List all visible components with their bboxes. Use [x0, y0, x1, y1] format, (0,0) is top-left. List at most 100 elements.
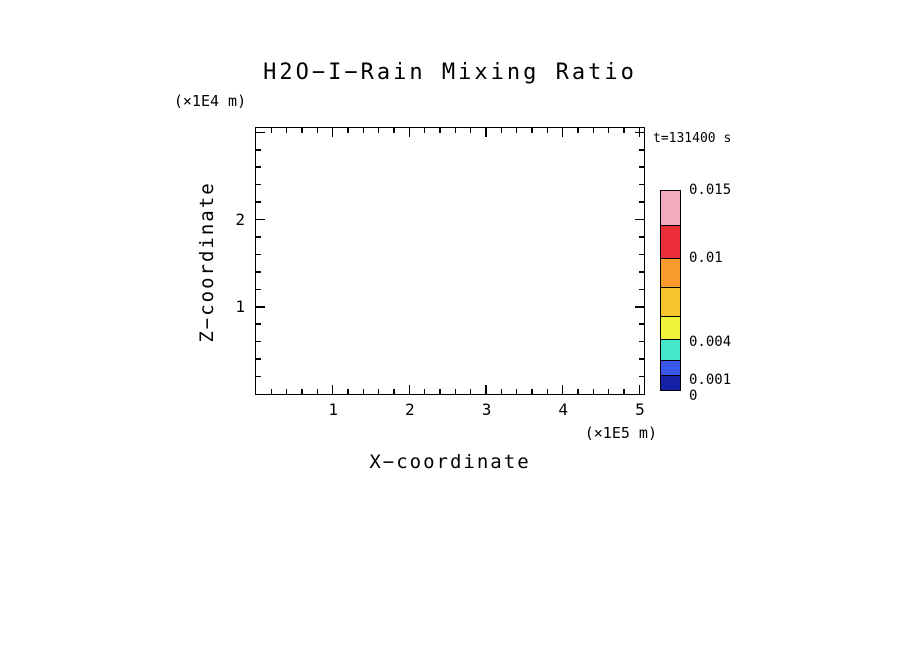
tick-mark — [316, 389, 319, 394]
tick-mark — [256, 131, 265, 134]
tick-mark — [256, 218, 265, 221]
colorbar-tick-label: 0.015 — [689, 182, 732, 198]
tick-mark — [270, 389, 273, 394]
tick-mark — [531, 128, 533, 133]
y-axis-label: Z−coordinate — [196, 181, 218, 343]
colorbar-tick-label: 0.01 — [689, 250, 723, 266]
tick-mark — [377, 389, 380, 394]
tick-mark — [256, 340, 261, 343]
x-axis-label: X−coordinate — [369, 451, 531, 473]
colorbar-tick-label: 0.004 — [689, 334, 732, 350]
tick-mark — [256, 201, 261, 203]
tick-mark — [623, 389, 625, 394]
tick-mark — [531, 389, 533, 394]
colorbar-segment — [661, 316, 680, 339]
tick-mark — [423, 128, 426, 133]
tick-mark — [285, 128, 288, 133]
colorbar-segment — [661, 339, 680, 360]
tick-mark — [331, 128, 334, 137]
tick-mark — [256, 236, 261, 238]
tick-mark — [256, 149, 261, 151]
tick-mark — [393, 389, 395, 394]
y-axis-unit-label: (×1E4 m) — [173, 92, 247, 110]
tick-mark — [485, 128, 487, 137]
tick-mark — [639, 323, 644, 325]
tick-mark — [639, 236, 644, 238]
y-tick-label: 2 — [235, 210, 245, 230]
colorbar-tick-label: 0.001 — [689, 372, 732, 388]
tick-mark — [285, 389, 288, 394]
tick-mark — [256, 375, 261, 378]
tick-mark — [639, 183, 644, 186]
tick-mark — [256, 358, 261, 360]
x-tick-label: 3 — [481, 400, 492, 419]
tick-mark — [256, 253, 261, 256]
tick-mark — [639, 201, 644, 203]
x-tick-label: 4 — [558, 400, 569, 419]
tick-mark — [500, 128, 503, 133]
colorbar-segment — [661, 258, 680, 287]
tick-mark — [454, 389, 457, 394]
tick-mark — [635, 306, 644, 308]
tick-mark — [393, 128, 395, 133]
tick-mark — [639, 375, 644, 378]
colorbar-tick-label: 0 — [689, 388, 698, 404]
tick-mark — [639, 340, 644, 343]
tick-mark — [577, 128, 579, 133]
tick-mark — [639, 271, 644, 273]
tick-mark — [301, 128, 303, 133]
tick-mark — [408, 385, 411, 394]
tick-mark — [561, 128, 564, 137]
tick-mark — [500, 389, 503, 394]
tick-mark — [423, 389, 426, 394]
tick-mark — [577, 389, 579, 394]
tick-mark — [639, 253, 644, 256]
x-tick-label: 1 — [328, 400, 338, 419]
tick-mark — [546, 389, 549, 394]
tick-mark — [362, 128, 365, 133]
colorbar — [660, 190, 681, 391]
tick-mark — [515, 389, 518, 394]
colorbar-segment — [661, 191, 680, 225]
tick-mark — [639, 149, 644, 151]
tick-mark — [639, 358, 644, 360]
tick-mark — [301, 389, 303, 394]
tick-mark — [635, 218, 644, 221]
tick-mark — [256, 288, 261, 291]
tick-mark — [469, 389, 472, 394]
tick-mark — [454, 128, 457, 133]
tick-mark — [623, 128, 625, 133]
tick-mark — [515, 128, 518, 133]
tick-mark — [561, 385, 564, 394]
tick-mark — [408, 128, 411, 137]
tick-mark — [592, 389, 595, 394]
x-axis-unit-label: (×1E5 m) — [584, 424, 657, 442]
tick-mark — [469, 128, 472, 133]
tick-mark — [639, 288, 644, 291]
tick-mark — [256, 166, 261, 168]
tick-mark — [607, 389, 610, 394]
tick-mark — [256, 323, 261, 325]
colorbar-segment — [661, 225, 680, 258]
tick-mark — [439, 128, 441, 133]
tick-mark — [592, 128, 595, 133]
tick-mark — [635, 131, 644, 134]
tick-mark — [546, 128, 549, 133]
tick-mark — [439, 389, 441, 394]
colorbar-segment — [661, 287, 680, 316]
plot-title: H2O−I−Rain Mixing Ratio — [263, 60, 637, 85]
colorbar-segment — [661, 375, 680, 390]
tick-mark — [256, 271, 261, 273]
y-tick-label: 1 — [235, 297, 245, 317]
tick-mark — [270, 128, 273, 133]
tick-mark — [377, 128, 380, 133]
tick-mark — [607, 128, 610, 133]
tick-mark — [256, 306, 265, 308]
plot-area — [255, 127, 645, 395]
time-annotation: t=131400 s — [653, 131, 732, 146]
x-tick-label: 2 — [405, 400, 415, 419]
tick-mark — [347, 128, 349, 133]
tick-mark — [638, 385, 641, 394]
tick-mark — [347, 389, 349, 394]
